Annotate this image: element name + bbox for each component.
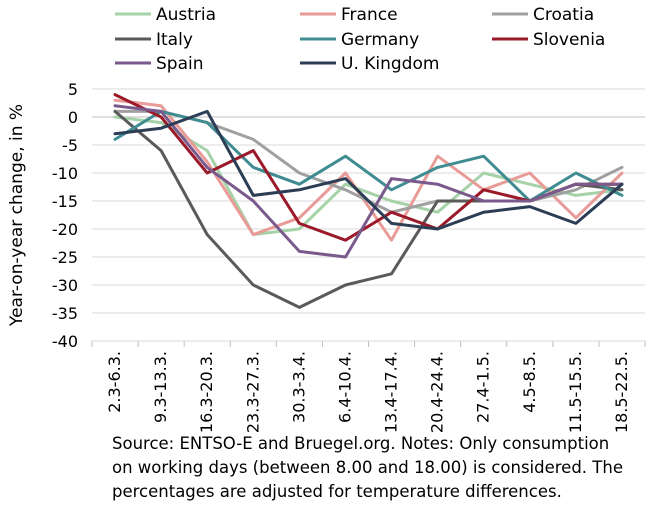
y-tick-label: 5 [68, 80, 78, 99]
legend-label: Italy [156, 30, 193, 50]
y-tick-label: -35 [52, 304, 78, 323]
y-tick-label: -5 [62, 136, 78, 155]
legend-label: Slovenia [533, 30, 605, 50]
chart-footnote: Source: ENTSO-E and Bruegel.org. Notes: … [112, 432, 664, 504]
legend-item: Croatia [492, 5, 594, 25]
x-tick-label: 2.3-6.3. [105, 351, 124, 413]
legend-item: Austria [115, 5, 216, 25]
series-line-germany [113, 109, 624, 203]
series-line-france [113, 98, 624, 242]
series-line-croatia [113, 109, 624, 214]
x-tick-label: 11.5-15.5. [566, 351, 585, 432]
footnote-line-3: percentages are adjusted for temperature… [112, 482, 562, 501]
y-tick-label: -25 [52, 248, 78, 267]
legend-label: France [341, 5, 398, 25]
x-tick-label: 27.4-1.5. [474, 351, 493, 423]
x-tick-label: 18.5-22.5. [612, 351, 631, 432]
legend-item: Slovenia [492, 30, 605, 50]
x-tick-label: 9.3-13.3. [151, 351, 170, 423]
legend-label: Austria [156, 5, 216, 25]
y-axis-title: Year-on-year change, in % [7, 104, 27, 327]
x-tick-label: 23.3-27.3. [243, 351, 262, 432]
legend-label: Spain [156, 54, 204, 74]
series-line-spain [113, 104, 624, 259]
legend-item: U. Kingdom [300, 54, 439, 74]
legend-item: Spain [115, 54, 204, 74]
chart-axes: 5 0 -5 -10 -15 -20 -25 -30 -35 -40 2.3-6.3. 9.3-13.… [52, 80, 646, 432]
legend-label: U. Kingdom [341, 54, 439, 74]
y-tick-label: -40 [52, 332, 78, 351]
footnote-line-1: Source: ENTSO-E and Bruegel.org. Notes: … [112, 434, 610, 453]
line-chart: Austria France Croatia Italy Germany Slovenia… [7, 5, 646, 432]
x-tick-label: 6.4-10.4. [335, 351, 354, 423]
legend-label: Croatia [533, 5, 594, 25]
legend-item: Germany [300, 30, 419, 50]
x-tick-label: 4.5-8.5. [520, 351, 539, 413]
x-tick-label: 30.3-3.4. [289, 351, 308, 423]
y-tick-label: -10 [52, 164, 78, 183]
footnote-line-2: on working days (between 8.00 and 18.00)… [112, 458, 623, 477]
y-tick-label: -15 [52, 192, 78, 211]
chart-legend: Austria France Croatia Italy Germany Slovenia… [115, 5, 605, 74]
legend-label: Germany [341, 30, 419, 50]
y-tick-label: -20 [52, 220, 78, 239]
legend-item: Italy [115, 30, 193, 50]
y-tick-label: -30 [52, 276, 78, 295]
x-tick-label: 13.4-17.4. [382, 351, 401, 432]
series-line-austria [113, 115, 624, 237]
series-line-u-kingdom [113, 109, 624, 231]
legend-item: France [300, 5, 398, 25]
x-tick-label: 16.3-20.3. [197, 351, 216, 432]
chart-series [113, 93, 624, 309]
x-tick-label: 20.4-24.4. [428, 351, 447, 432]
y-tick-label: 0 [68, 108, 78, 127]
